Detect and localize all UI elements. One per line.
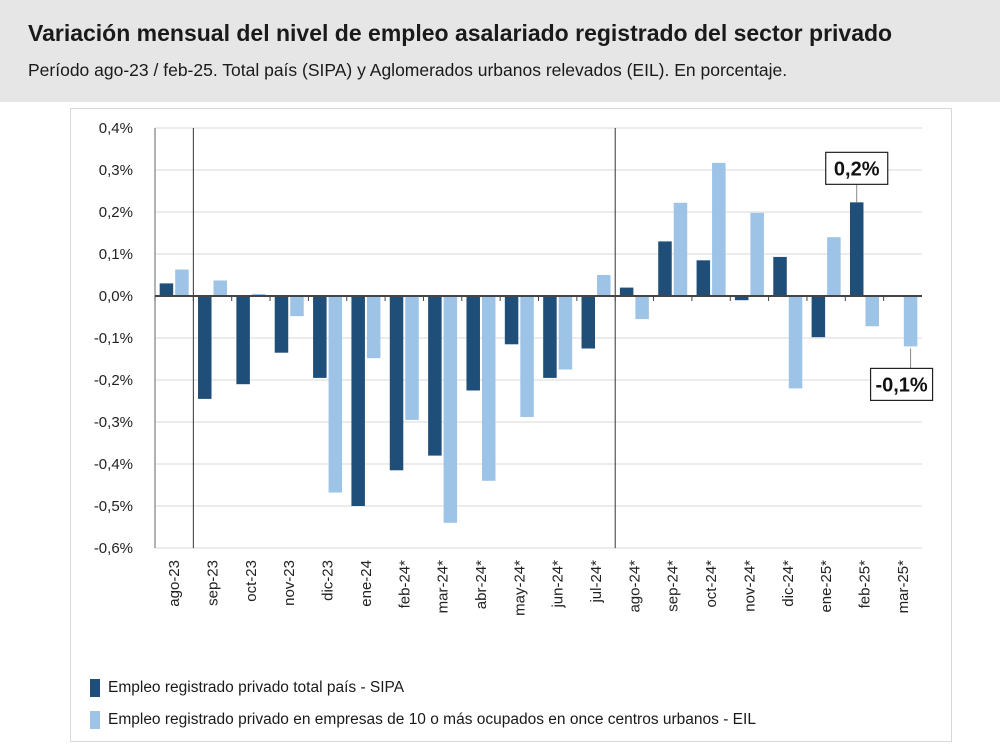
x-tick-label: feb-24* (396, 560, 413, 609)
bar-eil (443, 296, 458, 523)
y-tick-label: -0,3% (94, 414, 133, 431)
x-tick-label: oct-23 (243, 560, 260, 602)
bar-eil (788, 296, 803, 389)
bar-eil (635, 296, 649, 320)
x-tick-label: mar-25* (895, 560, 912, 614)
x-tick-label: oct-24* (703, 560, 720, 608)
data-label: -0,1% (875, 374, 927, 396)
bar-sipa (849, 202, 864, 296)
y-tick-label: 0,4% (99, 120, 133, 137)
x-tick-label: jun-24* (550, 560, 567, 609)
y-tick-label: -0,1% (94, 330, 133, 347)
annotation-box (825, 151, 889, 185)
y-tick-label: 0,1% (99, 246, 133, 263)
x-tick-label: sep-23 (205, 560, 222, 606)
bar-sipa (198, 296, 212, 399)
bar-sipa (581, 296, 596, 349)
bar-sipa (773, 256, 787, 296)
x-tick-label: feb-25* (856, 560, 873, 609)
bar-eil (558, 296, 573, 370)
x-tick-label: ago-24* (626, 560, 643, 613)
bar-sipa (428, 296, 442, 456)
data-label: 0,2% (834, 158, 880, 180)
bar-sipa (696, 260, 711, 296)
legend-item-eil: Empleo registrado privado en empresas de… (90, 704, 756, 736)
bar-sipa (351, 296, 365, 506)
bar-sipa (313, 296, 327, 378)
bar-sipa (236, 296, 250, 385)
y-tick-label: -0,2% (94, 372, 133, 389)
legend-item-sipa: Empleo registrado privado total país - S… (90, 672, 756, 704)
bar-eil (750, 212, 764, 296)
chart-subtitle: Período ago-23 / feb-25. Total país (SIP… (28, 60, 788, 80)
legend-label-sipa: Empleo registrado privado total país - S… (108, 679, 405, 696)
bar-eil (213, 280, 228, 296)
chart-header: Variación mensual del nivel de empleo as… (0, 0, 1000, 102)
x-tick-label: dic-23 (320, 560, 337, 601)
x-tick-label: dic-24* (780, 560, 797, 607)
bar-sipa (543, 296, 557, 378)
bar-eil (251, 293, 266, 296)
x-tick-label: ene-24 (358, 560, 375, 607)
y-tick-label: -0,6% (94, 540, 133, 557)
bar-eil (712, 162, 726, 296)
bar-eil (481, 296, 496, 481)
bar-eil (520, 296, 534, 417)
bar-sipa (159, 283, 174, 296)
x-tick-label: ago-23 (166, 560, 183, 607)
x-tick-label: sep-24* (665, 560, 682, 612)
x-tick-label: jul-24* (588, 560, 605, 604)
chart-title: Variación mensual del nivel de empleo as… (28, 20, 893, 46)
x-tick-label: abr-24* (473, 560, 490, 609)
chart-panel (70, 108, 952, 742)
x-tick-label: may-24* (511, 560, 528, 616)
y-tick-label: 0,0% (99, 288, 133, 305)
bar-eil (290, 296, 304, 317)
bar-sipa (389, 296, 404, 471)
x-tick-label: ene-25* (818, 560, 835, 613)
y-tick-label: 0,3% (99, 162, 133, 179)
legend: Empleo registrado privado total país - S… (90, 672, 756, 736)
bar-eil (673, 202, 688, 296)
legend-label-eil: Empleo registrado privado en empresas de… (108, 711, 756, 728)
bar-sipa (658, 241, 672, 296)
y-tick-label: 0,2% (99, 204, 133, 221)
bar-eil (865, 296, 879, 327)
bar-eil (597, 275, 611, 296)
bar-eil (903, 296, 918, 347)
legend-swatch-sipa (90, 679, 100, 697)
bar-sipa (619, 287, 634, 296)
bar-sipa (811, 296, 826, 338)
bar-sipa (504, 296, 519, 345)
bar-eil (175, 269, 189, 296)
legend-swatch-eil (90, 711, 100, 729)
y-tick-label: -0,5% (94, 498, 133, 515)
bar-eil (827, 237, 841, 296)
bar-eil (405, 296, 419, 420)
bar-sipa (466, 296, 480, 391)
x-tick-label: mar-24* (435, 560, 452, 614)
x-tick-label: nov-23 (281, 560, 298, 606)
bar-sipa (734, 296, 749, 301)
annotation-box (869, 367, 934, 401)
y-tick-label: -0,4% (94, 456, 133, 473)
bar-sipa (274, 296, 289, 353)
bar-eil (328, 296, 343, 493)
bar-eil (366, 296, 381, 359)
x-tick-label: nov-24* (741, 560, 758, 612)
